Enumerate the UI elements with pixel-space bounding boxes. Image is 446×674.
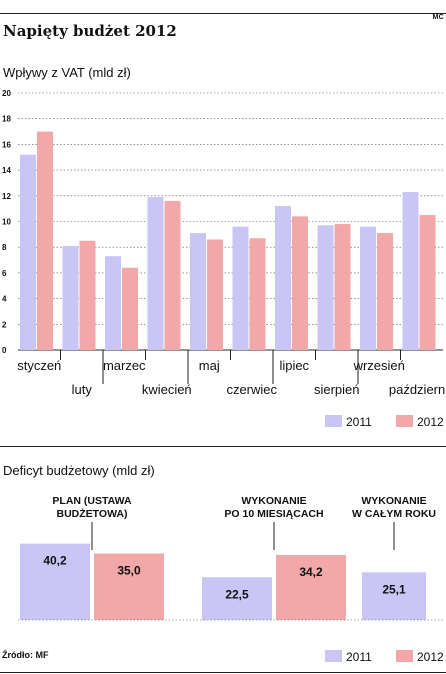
x-tick-label: październik: [389, 382, 446, 397]
corner-mark: MC: [432, 14, 444, 21]
x-tick-label: marzec: [103, 358, 146, 373]
vat-chart-title: Wpływy z VAT (mld zł): [3, 65, 131, 80]
bottom-rule: [0, 672, 446, 673]
legend-swatch-2012-bottom: [396, 650, 413, 662]
y-tick-label: 4: [2, 295, 7, 304]
y-tick-label: 2: [2, 320, 7, 329]
vat-bar-2012: [37, 131, 53, 350]
group-heading: PLAN (USTAWA: [52, 495, 132, 507]
deficit-value-label: 35,0: [117, 564, 141, 578]
vat-bar-2011: [402, 191, 419, 350]
y-tick-label: 6: [2, 269, 7, 278]
vat-bar-2011: [275, 206, 291, 350]
vat-bar-2011: [62, 245, 79, 350]
x-tick-label: wrzesień: [353, 358, 405, 373]
y-tick-label: 8: [2, 243, 7, 252]
vat-bar-2011: [147, 197, 164, 350]
y-tick-label: 18: [2, 115, 11, 124]
vat-bar-2012: [377, 233, 393, 350]
deficit-value-label: 25,1: [382, 582, 406, 596]
deficit-bar-2011: [202, 577, 272, 620]
group-heading: WYKONANIE: [361, 495, 426, 507]
x-tick-label: maj: [199, 358, 220, 373]
deficit-value-label: 34,2: [299, 565, 323, 579]
vat-bar-2011: [360, 226, 376, 350]
y-tick-label: 12: [2, 192, 11, 201]
group-heading: PO 10 MIESIĄCACH: [224, 508, 323, 520]
vat-bar-2012: [207, 239, 223, 350]
source-note: Źródło: MF: [2, 650, 49, 660]
page-title: Napięty budżet 2012: [3, 22, 177, 40]
vat-bar-2012: [419, 215, 436, 350]
deficit-chart-title: Deficyt budżetowy (mld zł): [3, 463, 155, 478]
vat-bar-2012: [249, 238, 266, 350]
x-tick-label: kwiecień: [142, 382, 192, 397]
vat-bar-2012: [292, 216, 308, 350]
vat-bar-2012: [164, 200, 181, 350]
x-tick-label: lipiec: [279, 358, 309, 373]
deficit-bar-2011: [20, 543, 90, 620]
y-tick-label: 0: [2, 346, 7, 355]
vat-bar-2012: [122, 267, 138, 350]
legend-label-2012-bottom: 2012: [417, 650, 444, 664]
vat-bar-2011: [105, 256, 121, 350]
vat-bar-2011: [317, 225, 334, 350]
vat-bar-2011: [232, 226, 249, 350]
deficit-value-label: 40,2: [43, 554, 67, 568]
x-tick-label: sierpień: [314, 382, 360, 397]
group-heading: W CAŁYM ROKU: [352, 508, 436, 520]
group-heading: WYKONANIE: [241, 495, 306, 507]
legend-label-2011: 2011: [346, 415, 372, 429]
legend-label-2012: 2012: [417, 415, 444, 429]
section-divider: [0, 446, 446, 447]
y-tick-label: 20: [2, 89, 11, 98]
y-tick-label: 14: [2, 166, 11, 175]
x-tick-label: styczeń: [17, 358, 61, 373]
legend-swatch-2012: [396, 415, 413, 427]
top-rule: [0, 13, 446, 14]
vat-bar-2012: [334, 224, 351, 350]
deficit-bar-2012: [94, 553, 164, 620]
vat-chart: 0 2 4 6 8 10 12 14 16 18 20 styczeń luty marzec kwieci…: [2, 89, 446, 397]
y-tick-label: 10: [2, 218, 11, 227]
deficit-bar-2012: [276, 555, 346, 620]
group-heading: BUDŻETOWA): [57, 507, 128, 520]
deficit-value-label: 22,5: [225, 587, 249, 601]
deficit-chart: PLAN (USTAWABUDŻETOWA)40,235,0WYKONANIEP…: [18, 495, 443, 621]
legend-swatch-2011-bottom: [325, 650, 342, 662]
vat-bar-2011: [190, 233, 206, 350]
x-tick-label: luty: [72, 382, 93, 397]
legend-swatch-2011: [325, 415, 342, 427]
legend-label-2011-bottom: 2011: [346, 650, 372, 664]
deficit-bar-2011: [362, 572, 426, 620]
vat-bar-2011: [20, 154, 36, 350]
vat-bar-2012: [79, 240, 96, 350]
y-tick-label: 16: [2, 140, 11, 149]
x-tick-label: czerwiec: [226, 382, 277, 397]
